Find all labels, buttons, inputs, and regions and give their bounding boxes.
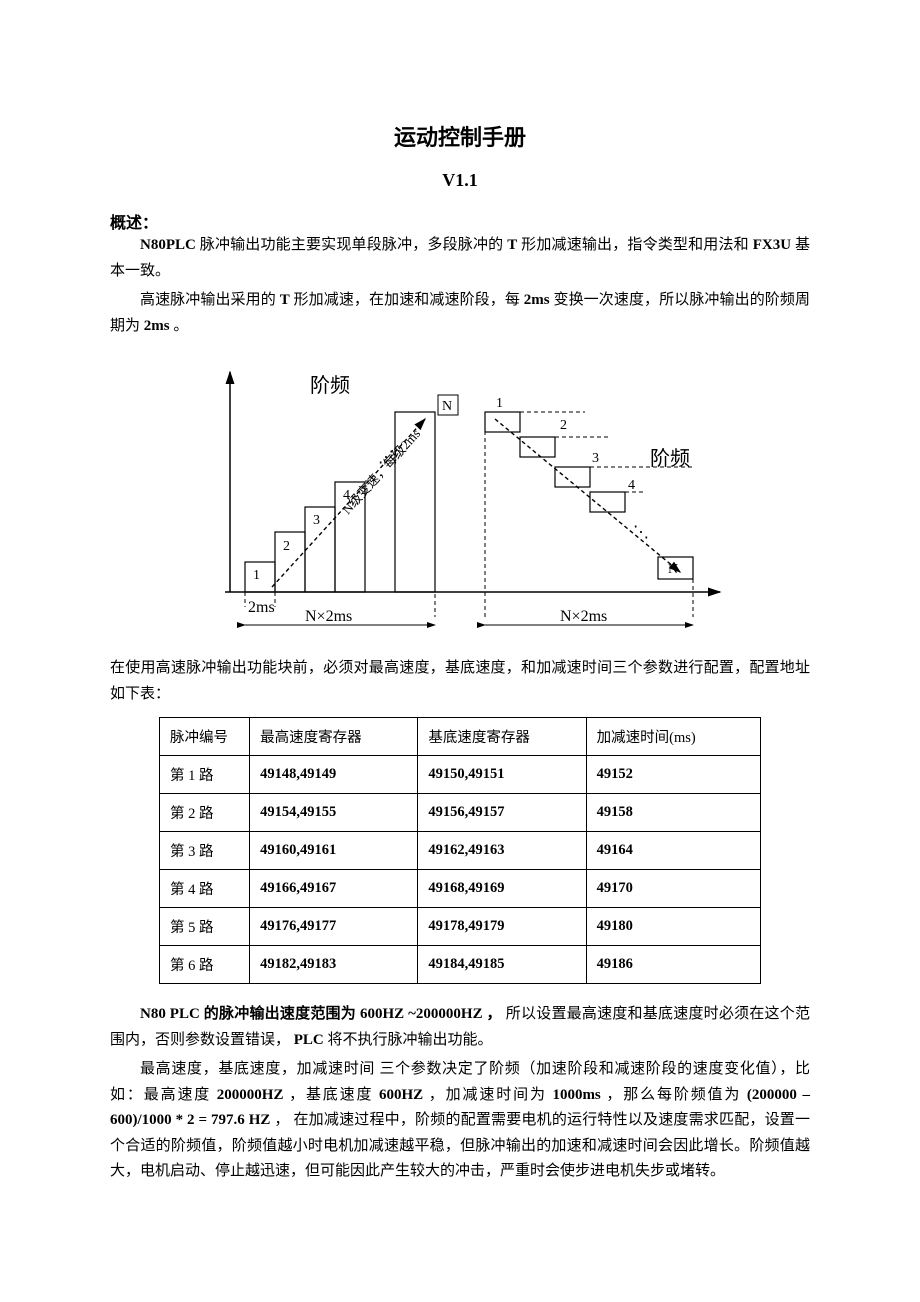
cell: 49168,49169 bbox=[418, 870, 586, 908]
label-nx2ms-right: N×2ms bbox=[560, 608, 607, 625]
cell: 49178,49179 bbox=[418, 908, 586, 946]
register-table: 脉冲编号 最高速度寄存器 基底速度寄存器 加减速时间(ms) 第 1 路 491… bbox=[159, 717, 761, 984]
cell: 49154,49155 bbox=[250, 794, 418, 832]
table-row: 第 3 路 49160,49161 49162,49163 49164 bbox=[160, 832, 761, 870]
cell: 第 3 路 bbox=[160, 832, 250, 870]
doc-title: 运动控制手册 bbox=[110, 120, 810, 152]
label-2ms: 2ms bbox=[248, 599, 275, 616]
table-row: 第 2 路 49154,49155 49156,49157 49158 bbox=[160, 794, 761, 832]
cell: 49184,49185 bbox=[418, 946, 586, 984]
text-2ms2: 2ms bbox=[144, 318, 170, 334]
svg-text:⋱: ⋱ bbox=[633, 524, 649, 541]
cell: 第 2 路 bbox=[160, 794, 250, 832]
doc-version: V1.1 bbox=[110, 170, 810, 191]
text: 将不执行脉冲输出功能。 bbox=[328, 1032, 493, 1048]
svg-text:4: 4 bbox=[628, 478, 635, 493]
cell: 49180 bbox=[586, 908, 760, 946]
svg-text:2: 2 bbox=[283, 539, 290, 554]
svg-text:1: 1 bbox=[253, 568, 260, 583]
text: ，基底速度 bbox=[289, 1087, 379, 1103]
text: ，加减速时间为 bbox=[429, 1087, 553, 1103]
text: 形加减速输出，指令类型和用法和 bbox=[521, 237, 753, 253]
cell: 第 1 路 bbox=[160, 756, 250, 794]
svg-text:N: N bbox=[442, 399, 452, 414]
paragraph-3: 在使用高速脉冲输出功能块前，必须对最高速度，基底速度，和加减速时间三个参数进行配… bbox=[110, 656, 810, 707]
th-accel-time: 加减速时间(ms) bbox=[586, 718, 760, 756]
cell: 49166,49167 bbox=[250, 870, 418, 908]
text-2ms: 2ms bbox=[524, 292, 550, 308]
text-t: T bbox=[507, 237, 517, 253]
text-fx3u: FX3U bbox=[753, 237, 791, 253]
paragraph-2: 高速脉冲输出采用的 T 形加减速，在加速和减速阶段，每 2ms 变换一次速度，所… bbox=[110, 288, 810, 339]
label-diag: N级变速，每级2ms bbox=[339, 426, 423, 517]
svg-text:N: N bbox=[668, 562, 678, 577]
table-row: 第 6 路 49182,49183 49184,49185 49186 bbox=[160, 946, 761, 984]
cell: 49182,49183 bbox=[250, 946, 418, 984]
svg-text:2: 2 bbox=[560, 418, 567, 433]
text-n80plc: N80PLC bbox=[140, 237, 196, 253]
cell: 第 5 路 bbox=[160, 908, 250, 946]
text: 高速脉冲输出采用的 bbox=[140, 292, 280, 308]
cell: 49152 bbox=[586, 756, 760, 794]
text: 。 bbox=[173, 318, 188, 334]
text: ，那么每阶频值为 bbox=[606, 1087, 747, 1103]
cell: 49150,49151 bbox=[418, 756, 586, 794]
paragraph-1: N80PLC 脉冲输出功能主要实现单段脉冲，多段脉冲的 T 形加减速输出，指令类… bbox=[110, 233, 810, 284]
paragraph-5: 最高速度，基底速度，加减速时间 三个参数决定了阶频（加速阶段和减速阶段的速度变化… bbox=[110, 1057, 810, 1185]
text: 600HZ bbox=[379, 1087, 423, 1103]
step-frequency-diagram: ⋰ 2ms N×2ms 1 2 3 4 N 阶频 N级变速，每级2ms bbox=[110, 357, 810, 642]
table-row: 第 4 路 49166,49167 49168,49169 49170 bbox=[160, 870, 761, 908]
cell: 49170 bbox=[586, 870, 760, 908]
label-step-freq-right: 阶频 bbox=[650, 447, 690, 470]
svg-text:3: 3 bbox=[313, 513, 320, 528]
table-row: 第 5 路 49176,49177 49178,49179 49180 bbox=[160, 908, 761, 946]
cell: 49164 bbox=[586, 832, 760, 870]
svg-text:1: 1 bbox=[496, 396, 503, 411]
text: N80 PLC 的脉冲输出速度范围为 600HZ ~200000HZ ， bbox=[140, 1006, 502, 1022]
cell: 49156,49157 bbox=[418, 794, 586, 832]
table-header-row: 脉冲编号 最高速度寄存器 基底速度寄存器 加减速时间(ms) bbox=[160, 718, 761, 756]
diagram-svg: ⋰ 2ms N×2ms 1 2 3 4 N 阶频 N级变速，每级2ms bbox=[190, 357, 730, 637]
cell: 49186 bbox=[586, 946, 760, 984]
cell: 49158 bbox=[586, 794, 760, 832]
label-nx2ms-left: N×2ms bbox=[305, 608, 352, 625]
label-step-freq-left: 阶频 bbox=[310, 374, 350, 397]
text: 形加减速，在加速和减速阶段，每 bbox=[294, 292, 524, 308]
text: PLC bbox=[294, 1032, 324, 1048]
th-base-speed: 基底速度寄存器 bbox=[418, 718, 586, 756]
document-page: 运动控制手册 V1.1 概述： N80PLC 脉冲输出功能主要实现单段脉冲，多段… bbox=[0, 0, 920, 1269]
text: 200000HZ bbox=[217, 1087, 289, 1103]
text: 脉冲输出功能主要实现单段脉冲，多段脉冲的 bbox=[200, 237, 507, 253]
svg-text:3: 3 bbox=[592, 451, 599, 466]
cell: 49162,49163 bbox=[418, 832, 586, 870]
cell: 第 6 路 bbox=[160, 946, 250, 984]
cell: 49148,49149 bbox=[250, 756, 418, 794]
th-pulse-no: 脉冲编号 bbox=[160, 718, 250, 756]
th-max-speed: 最高速度寄存器 bbox=[250, 718, 418, 756]
text: 1000ms bbox=[552, 1087, 600, 1103]
table-row: 第 1 路 49148,49149 49150,49151 49152 bbox=[160, 756, 761, 794]
text-t2: T bbox=[280, 292, 290, 308]
overview-label: 概述： bbox=[110, 209, 810, 233]
paragraph-4: N80 PLC 的脉冲输出速度范围为 600HZ ~200000HZ ， 所以设… bbox=[110, 1002, 810, 1053]
cell: 49176,49177 bbox=[250, 908, 418, 946]
cell: 49160,49161 bbox=[250, 832, 418, 870]
cell: 第 4 路 bbox=[160, 870, 250, 908]
